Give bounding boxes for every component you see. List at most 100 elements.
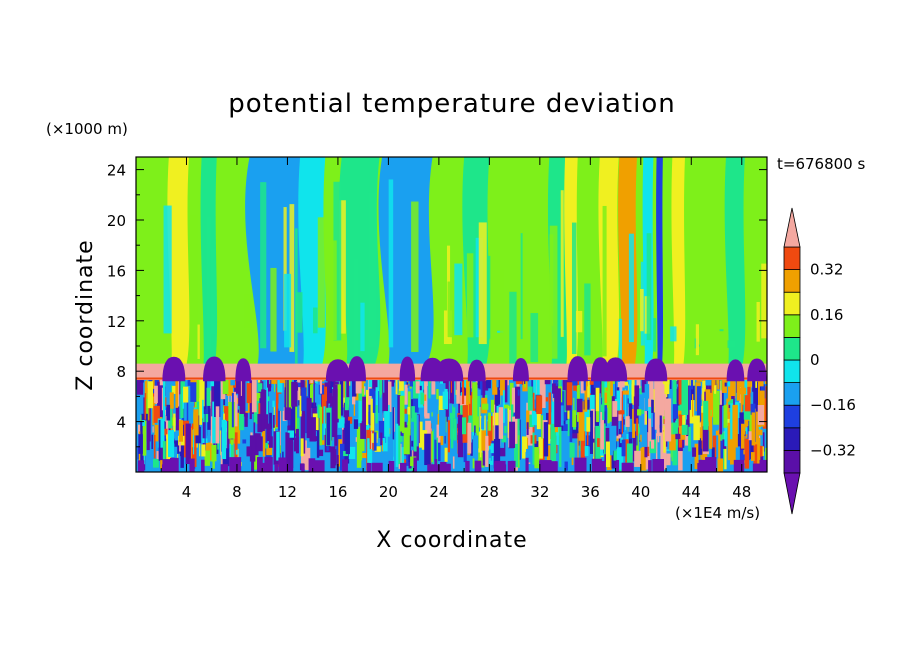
turbulent-cell: [690, 381, 695, 401]
turbulent-cell: [215, 406, 220, 444]
turbulent-cell: [310, 380, 313, 383]
turbulent-cell: [718, 440, 724, 469]
turbulent-cell: [162, 380, 166, 422]
turbulent-cell: [240, 380, 242, 396]
turbulent-cell: [431, 412, 433, 417]
turbulent-cell: [408, 380, 410, 385]
turbulent-cell: [313, 380, 315, 408]
floor-cell: [648, 460, 652, 472]
turbulent-cell: [614, 390, 621, 411]
floor-cell: [220, 464, 229, 472]
floor-cell: [511, 460, 516, 472]
turbulent-cell: [686, 402, 690, 429]
turbulent-cell: [375, 405, 378, 424]
turbulent-cell: [231, 392, 234, 428]
upper-streak: [695, 324, 699, 356]
turbulent-cell: [266, 396, 270, 402]
turbulent-cell: [378, 420, 385, 439]
turbulent-cell: [415, 381, 420, 394]
floor-cell: [474, 460, 482, 472]
turbulent-cell: [722, 380, 724, 407]
turbulent-cell: [346, 380, 353, 398]
turbulent-cell: [389, 439, 394, 461]
upper-streak: [368, 192, 377, 348]
turbulent-cell: [703, 400, 709, 430]
turbulent-cell: [291, 381, 298, 407]
turbulent-cell: [714, 385, 717, 394]
turbulent-cell: [711, 380, 713, 399]
x-tick-label: 20: [379, 483, 398, 501]
turbulent-cell: [411, 406, 415, 422]
turbulent-cell: [758, 380, 760, 397]
turbulent-cell: [533, 441, 539, 450]
turbulent-cell: [633, 435, 636, 443]
turbulent-cell: [616, 434, 622, 439]
turbulent-cell: [265, 442, 268, 449]
turbulent-cell: [301, 387, 307, 411]
turbulent-cell: [402, 459, 407, 465]
colorbar-tick-label: 0: [810, 351, 820, 369]
turbulent-cell: [444, 447, 448, 462]
x-tick-label: 4: [182, 483, 192, 501]
turbulent-cell: [439, 409, 446, 436]
turbulent-cell: [222, 380, 229, 395]
upper-streak: [719, 329, 724, 332]
turbulent-cell: [584, 446, 589, 456]
turbulent-cell: [136, 380, 144, 395]
turbulent-cell: [324, 382, 329, 387]
turbulent-cell: [299, 388, 302, 417]
turbulent-cell: [266, 380, 268, 415]
turbulent-cell: [266, 444, 273, 456]
turbulent-cell: [234, 380, 241, 394]
turbulent-cell: [562, 380, 566, 391]
turbulent-cell: [474, 432, 477, 458]
turbulent-cell: [509, 421, 516, 449]
turbulent-cell: [610, 380, 613, 396]
turbulent-cell: [764, 380, 767, 384]
floor-cell: [314, 460, 325, 472]
turbulent-cell: [479, 416, 482, 458]
turbulent-cell: [251, 380, 257, 413]
band-hump: [747, 358, 767, 382]
turbulent-cell: [449, 407, 456, 419]
x-tick-label: 36: [581, 483, 600, 501]
colorbar-tick-label: −0.32: [810, 441, 856, 459]
turbulent-cell: [544, 380, 551, 385]
turbulent-cell: [719, 380, 722, 422]
turbulent-cell: [633, 396, 639, 424]
turbulent-cell: [616, 447, 624, 470]
turbulent-cell: [636, 418, 638, 436]
x-axis-label: X coordinate: [376, 528, 527, 553]
turbulent-cell: [152, 380, 155, 389]
turbulent-cell: [419, 405, 426, 417]
turbulent-cell: [409, 380, 415, 387]
turbulent-cell: [577, 427, 579, 460]
turbulent-cell: [399, 380, 404, 391]
turbulent-cell: [178, 420, 184, 442]
turbulent-cell: [722, 439, 727, 449]
floor-cell: [766, 458, 767, 472]
turbulent-cell: [161, 428, 168, 436]
turbulent-cell: [632, 408, 636, 438]
x-tick-label: 48: [732, 483, 751, 501]
turbulent-cell: [395, 423, 399, 467]
turbulent-cell: [295, 417, 300, 437]
turbulent-cell: [764, 417, 767, 451]
turbulent-cell: [539, 380, 546, 408]
turbulent-cell: [605, 441, 611, 468]
turbulent-cell: [287, 380, 289, 410]
upper-streak: [307, 210, 311, 363]
turbulent-cell: [193, 409, 199, 436]
turbulent-cell: [295, 380, 301, 388]
turbulent-cell: [584, 380, 588, 412]
turbulent-cell: [566, 382, 573, 406]
turbulent-cell: [673, 400, 677, 444]
turbulent-cell: [212, 458, 215, 469]
turbulent-cell: [490, 399, 495, 413]
turbulent-cell: [750, 452, 755, 461]
turbulent-cell: [233, 412, 241, 444]
turbulent-cell: [424, 394, 427, 401]
floor-cell: [413, 457, 417, 472]
turbulent-cell: [559, 426, 562, 468]
x-axis: 4 8 12 16 20 24 28 32 36 40 44 48: [160, 157, 751, 501]
